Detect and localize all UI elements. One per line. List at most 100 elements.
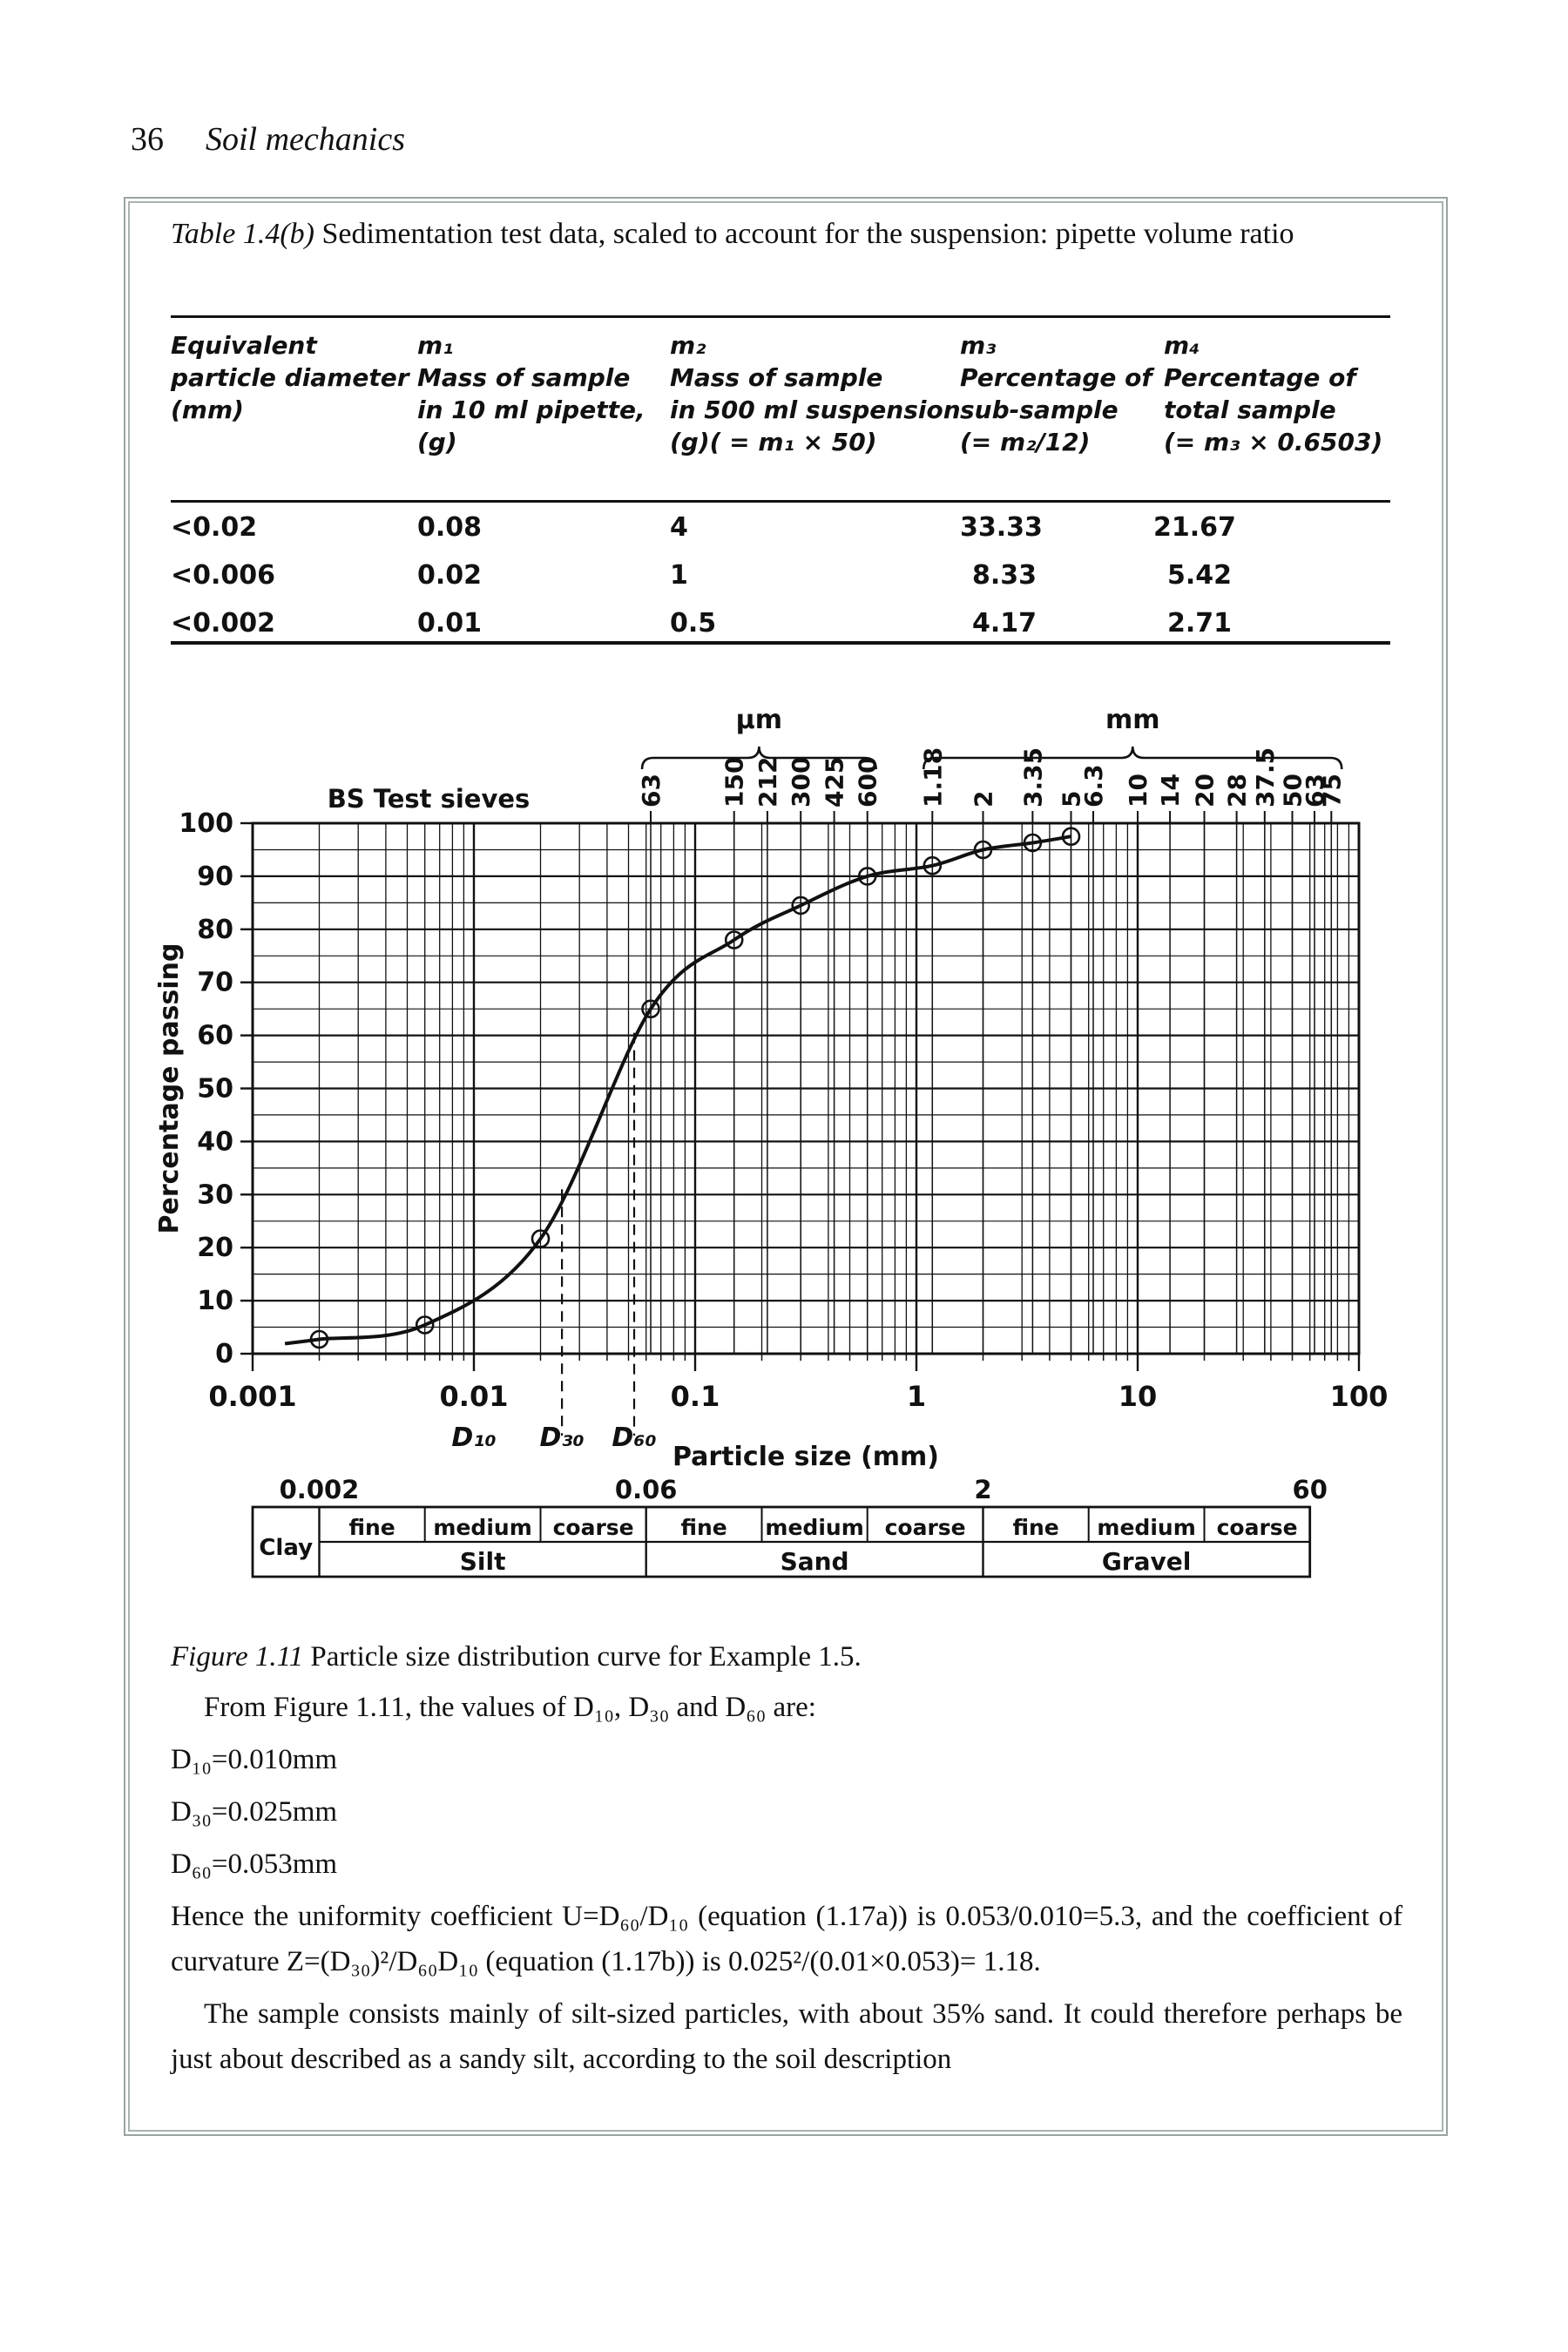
- table-cell: 4.17: [971, 608, 1037, 639]
- svg-text:D₃₀: D₃₀: [540, 1423, 585, 1453]
- page-header: 36 Soil mechanics: [131, 120, 405, 159]
- svg-text:10: 10: [1119, 1380, 1158, 1413]
- svg-text:medium: medium: [1097, 1515, 1195, 1540]
- y-axis: 0 10 20 30 40 50 60 70 80 90 100 Percentage passing: [154, 808, 253, 1369]
- figure-caption: Figure 1.11 Particle size distribution c…: [171, 1641, 1406, 1673]
- particle-size-chart: 63 150 212 300 425 600 1.18 2 3.35 56.3 10 14 20 28 37…: [154, 705, 1389, 1578]
- running-title: Soil mechanics: [206, 121, 406, 158]
- content-box: Table 1.4(b) Sedimentation test data, sc…: [124, 197, 1448, 2136]
- d-markers: D₁₀ D₃₀ D₆₀: [451, 1032, 657, 1453]
- svg-text:90: 90: [197, 862, 233, 892]
- svg-text:2: 2: [970, 791, 998, 808]
- svg-text:75: 75: [1317, 774, 1346, 808]
- figure-caption-label: Figure 1.11: [171, 1641, 304, 1673]
- svg-text:fine: fine: [680, 1515, 727, 1540]
- svg-text:28: 28: [1223, 774, 1252, 808]
- svg-text:coarse: coarse: [1217, 1515, 1298, 1540]
- svg-text:0.001: 0.001: [208, 1380, 296, 1413]
- svg-text:10: 10: [1124, 774, 1152, 808]
- svg-text:medium: medium: [765, 1515, 863, 1540]
- svg-text:fine: fine: [1012, 1515, 1058, 1540]
- svg-text:D₁₀: D₁₀: [451, 1423, 496, 1453]
- svg-text:30: 30: [197, 1179, 233, 1210]
- svg-text:2: 2: [974, 1475, 991, 1504]
- table-rule-mid: [171, 500, 1390, 503]
- d30-value-line: D₃₀=0.025mm: [171, 1796, 338, 1828]
- svg-text:60: 60: [197, 1021, 233, 1051]
- table-caption: Table 1.4(b) Sedimentation test data, sc…: [171, 209, 1406, 260]
- clay-label: Clay: [259, 1535, 313, 1561]
- table-cell: <0.002: [171, 608, 276, 639]
- svg-text:0.01: 0.01: [440, 1380, 509, 1413]
- table-header-col2: m₁ Mass of sample in 10 ml pipette, (g): [417, 331, 645, 456]
- svg-text:fine: fine: [348, 1515, 395, 1540]
- svg-text:14: 14: [1156, 774, 1185, 808]
- data-points: [309, 827, 1081, 1349]
- svg-text:50: 50: [1279, 774, 1308, 808]
- table-header-col1: Equivalent particle diameter (mm): [171, 331, 409, 424]
- svg-text:5: 5: [1058, 791, 1086, 808]
- svg-text:coarse: coarse: [553, 1515, 634, 1540]
- svg-text:1: 1: [907, 1380, 926, 1413]
- svg-text:60: 60: [1293, 1475, 1328, 1504]
- table-cell: 21.67: [1153, 512, 1236, 543]
- svg-text:D₆₀: D₆₀: [612, 1423, 656, 1453]
- table-cell: 0.5: [670, 608, 717, 639]
- svg-text:6.3: 6.3: [1079, 764, 1108, 808]
- svg-text:100: 100: [179, 808, 233, 839]
- svg-text:80: 80: [197, 915, 233, 945]
- bs-test-sieves-label: BS Test sieves: [328, 784, 531, 814]
- svg-text:600: 600: [854, 757, 882, 808]
- table-rule-top: [171, 315, 1390, 318]
- table-caption-text: Sedimentation test data, scaled to accou…: [314, 218, 1294, 250]
- svg-text:0.1: 0.1: [671, 1380, 720, 1413]
- svg-text:63: 63: [637, 774, 666, 808]
- table-header-col4: m₃ Percentage of sub-sample (= m₂/12): [960, 331, 1152, 456]
- svg-text:63: 63: [1301, 774, 1329, 808]
- table-cell: 0.02: [417, 560, 483, 591]
- paragraph-intro: From Figure 1.11, the values of D₁₀, D₃₀…: [204, 1692, 816, 1723]
- svg-text:425: 425: [821, 757, 849, 808]
- svg-text:Sand: Sand: [781, 1547, 849, 1576]
- table-cell: <0.02: [171, 512, 258, 543]
- svg-text:70: 70: [197, 968, 233, 998]
- svg-text:100: 100: [1330, 1380, 1389, 1413]
- sieve-axis: 63 150 212 300 425 600 1.18 2 3.35 56.3 10 14 20 28 37…: [328, 705, 1346, 823]
- table-cell: 5.42: [1166, 560, 1232, 591]
- svg-text:37.5: 37.5: [1251, 747, 1280, 808]
- d10-value-line: D₁₀=0.010mm: [171, 1744, 338, 1775]
- paragraph-hence: Hence the uniformity coefficient U=D₆₀/D…: [171, 1901, 1402, 1977]
- grid: [251, 821, 1361, 1355]
- um-unit-label: μm: [736, 705, 782, 735]
- svg-text:0.06: 0.06: [615, 1475, 678, 1504]
- y-axis-title: Percentage passing: [154, 943, 185, 1233]
- svg-text:150: 150: [720, 757, 749, 808]
- table-cell: 1: [670, 560, 688, 591]
- table-header-col5: m₄ Percentage of total sample (= m₃ × 0.650…: [1164, 331, 1383, 456]
- d60-value-line: D₆₀=0.053mm: [171, 1848, 338, 1880]
- page-number: 36: [131, 121, 164, 158]
- svg-text:Silt: Silt: [460, 1547, 506, 1576]
- svg-text:50: 50: [197, 1074, 233, 1105]
- svg-text:Gravel: Gravel: [1102, 1547, 1192, 1576]
- svg-text:1.18: 1.18: [918, 747, 947, 808]
- table-cell: 0.01: [417, 608, 483, 639]
- svg-text:20: 20: [1191, 774, 1220, 808]
- distribution-curve: [284, 835, 1071, 1346]
- table-caption-label: Table 1.4(b): [171, 218, 314, 250]
- table-cell: 8.33: [971, 560, 1037, 591]
- svg-text:coarse: coarse: [885, 1515, 966, 1540]
- table-cell: 2.71: [1166, 608, 1232, 639]
- table-cell: <0.006: [171, 560, 276, 591]
- svg-text:0.002: 0.002: [280, 1475, 360, 1504]
- svg-text:10: 10: [197, 1286, 233, 1316]
- soil-classification-bar: 0.002 0.06 2 60 Clay fine medium coarse Silt fine…: [251, 1475, 1328, 1578]
- table-cell: 0.08: [417, 512, 483, 543]
- table-header-col3: m₂ Mass of sample in 500 ml suspension (g)(…: [670, 331, 961, 456]
- svg-text:40: 40: [197, 1126, 233, 1157]
- table-cell: 4: [670, 512, 688, 543]
- mm-unit-label: mm: [1105, 705, 1160, 735]
- svg-text:0: 0: [215, 1339, 233, 1369]
- table-cell: 33.33: [960, 512, 1043, 543]
- svg-text:20: 20: [197, 1233, 233, 1263]
